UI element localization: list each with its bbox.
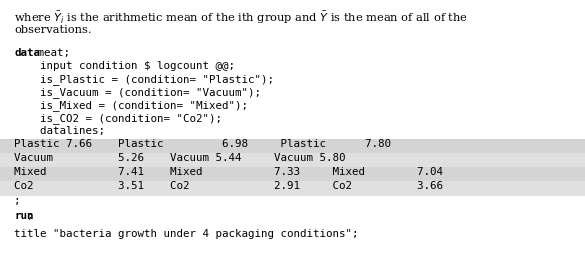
Text: Co2             3.51    Co2             2.91     Co2          3.66: Co2 3.51 Co2 2.91 Co2 3.66 (14, 181, 443, 191)
Text: observations.: observations. (14, 25, 92, 35)
Text: is_CO2 = (condition= "Co2");: is_CO2 = (condition= "Co2"); (14, 113, 222, 124)
Text: run: run (14, 211, 33, 221)
Text: is_Vacuum = (condition= "Vacuum");: is_Vacuum = (condition= "Vacuum"); (14, 87, 261, 98)
Text: meat;: meat; (31, 48, 70, 58)
Text: datalines;: datalines; (14, 126, 105, 136)
Text: Mixed           7.41    Mixed           7.33     Mixed        7.04: Mixed 7.41 Mixed 7.33 Mixed 7.04 (14, 167, 443, 177)
Bar (0, 181, 585, 196)
Text: Plastic 7.66    Plastic         6.98     Plastic      7.80: Plastic 7.66 Plastic 6.98 Plastic 7.80 (14, 139, 391, 149)
Text: where $\bar{Y}_i$ is the arithmetic mean of the ith group and $\bar{Y}$ is the m: where $\bar{Y}_i$ is the arithmetic mean… (14, 10, 468, 26)
Text: input condition $ logcount @@;: input condition $ logcount @@; (14, 61, 235, 71)
Text: Vacuum          5.26    Vacuum 5.44     Vacuum 5.80: Vacuum 5.26 Vacuum 5.44 Vacuum 5.80 (14, 153, 346, 163)
Text: is_Mixed = (condition= "Mixed");: is_Mixed = (condition= "Mixed"); (14, 100, 248, 111)
Text: ;: ; (27, 211, 33, 221)
Text: data: data (14, 48, 40, 58)
Bar (0, 167, 585, 182)
Text: is_Plastic = (condition= "Plastic");: is_Plastic = (condition= "Plastic"); (14, 74, 274, 85)
Bar (0, 153, 585, 168)
Bar (0, 139, 585, 154)
Text: ;: ; (14, 196, 20, 206)
Text: title "bacteria growth under 4 packaging conditions";: title "bacteria growth under 4 packaging… (14, 229, 359, 239)
